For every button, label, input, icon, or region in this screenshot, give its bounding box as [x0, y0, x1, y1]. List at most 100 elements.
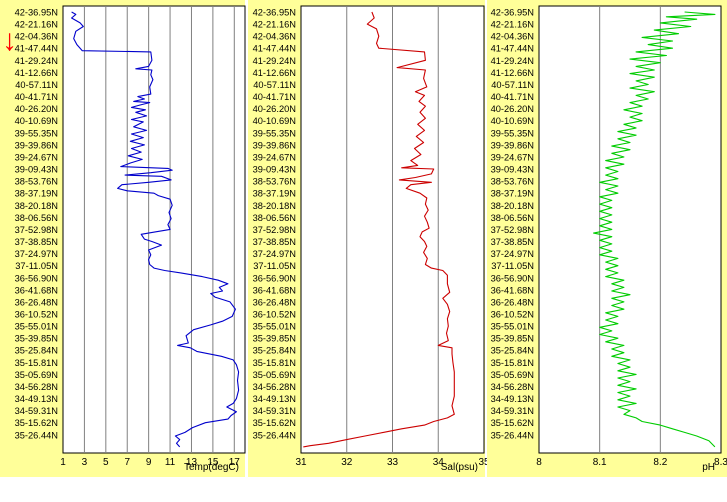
ph-y-tick-label: 39-24.67N: [491, 152, 534, 162]
ph-x-tick-label: 8: [536, 457, 542, 468]
salinity-y-tick-label: 38-06.56N: [253, 213, 296, 223]
temperature-y-tick-label: 37-24.97N: [15, 249, 58, 259]
salinity-y-tick-label: 42-21.16N: [253, 20, 296, 30]
temperature-x-tick-label: 3: [82, 457, 88, 468]
salinity-y-tick-label: 41-47.44N: [253, 44, 296, 54]
temperature-y-tick-label: 40-57.11N: [15, 80, 58, 90]
ph-y-tick-label: 35-05.69N: [491, 370, 534, 380]
ph-y-tick-label: 36-41.68N: [491, 285, 534, 295]
ph-y-tick-label: 36-26.48N: [491, 297, 534, 307]
ph-y-tick-label: 42-21.16N: [491, 20, 534, 30]
temperature-y-tick-label: 40-10.69N: [15, 116, 58, 126]
ph-y-tick-label: 41-12.66N: [491, 68, 534, 78]
ph-y-tick-label: 40-26.20N: [491, 104, 534, 114]
ph-y-tick-label: 38-37.19N: [491, 189, 534, 199]
temperature-y-tick-label: 39-24.67N: [15, 152, 58, 162]
temperature-y-tick-label: 35-55.01N: [15, 322, 58, 332]
ph-y-tick-label: 36-56.90N: [491, 273, 534, 283]
temperature-y-tick-label: 34-49.13N: [15, 394, 58, 404]
salinity-y-tick-label: 34-49.13N: [253, 394, 296, 404]
temperature-y-tick-label: 38-53.76N: [15, 177, 58, 187]
temperature-y-tick-label: 35-25.84N: [15, 346, 58, 356]
salinity-y-tick-label: 40-26.20N: [253, 104, 296, 114]
temperature-y-tick-label: 39-09.43N: [15, 165, 58, 175]
temperature-x-axis-label: Temp(degC): [184, 462, 239, 473]
temperature-x-tick-label: 5: [103, 457, 109, 468]
ph-y-tick-label: 36-10.52N: [491, 310, 534, 320]
temperature-y-tick-label: 37-38.85N: [15, 237, 58, 247]
temperature-y-tick-label: 38-06.56N: [15, 213, 58, 223]
ph-y-tick-label: 34-49.13N: [491, 394, 534, 404]
ph-x-tick-label: 8.3: [714, 457, 727, 468]
salinity-y-tick-label: 37-24.97N: [253, 249, 296, 259]
ph-y-tick-label: 34-59.31N: [491, 406, 534, 416]
salinity-y-tick-label: 38-37.19N: [253, 189, 296, 199]
ph-series-line: [593, 11, 716, 448]
salinity-y-tick-label: 39-39.86N: [253, 140, 296, 150]
temperature-y-tick-label: 42-36.95N: [15, 8, 58, 18]
salinity-y-tick-label: 38-53.76N: [253, 177, 296, 187]
temperature-y-tick-label: 36-41.68N: [15, 285, 58, 295]
salinity-x-tick-label: 32: [341, 457, 353, 468]
temperature-y-tick-label: 39-55.35N: [15, 128, 58, 138]
salinity-y-tick-label: 35-55.01N: [253, 322, 296, 332]
ph-y-tick-label: 41-47.44N: [491, 44, 534, 54]
temperature-y-tick-label: 35-05.69N: [15, 370, 58, 380]
ph-y-tick-label: 39-55.35N: [491, 128, 534, 138]
salinity-y-tick-label: 35-05.69N: [253, 370, 296, 380]
temperature-y-tick-label: 40-41.71N: [15, 92, 58, 102]
temperature-y-tick-label: 41-29.24N: [15, 56, 58, 66]
salinity-y-tick-label: 40-10.69N: [253, 116, 296, 126]
ph-x-tick-label: 8.2: [653, 457, 667, 468]
temperature-y-tick-label: 36-10.52N: [15, 310, 58, 320]
salinity-x-tick-label: 33: [387, 457, 399, 468]
salinity-y-tick-label: 37-38.85N: [253, 237, 296, 247]
salinity-y-tick-label: 35-15.62N: [253, 418, 296, 428]
ph-y-tick-label: 37-24.97N: [491, 249, 534, 259]
ph-y-tick-label: 40-10.69N: [491, 116, 534, 126]
salinity-y-tick-label: 36-41.68N: [253, 285, 296, 295]
temperature-series-line: [71, 11, 240, 448]
ph-y-tick-label: 42-36.95N: [491, 8, 534, 18]
salinity-y-tick-label: 36-26.48N: [253, 297, 296, 307]
ph-y-tick-label: 38-53.76N: [491, 177, 534, 187]
temperature-y-tick-label: 37-52.98N: [15, 225, 58, 235]
temperature-y-tick-label: 38-37.19N: [15, 189, 58, 199]
ph-y-tick-label: 38-06.56N: [491, 213, 534, 223]
temperature-y-tick-label: 40-26.20N: [15, 104, 58, 114]
temperature-y-tick-label: 35-39.85N: [15, 334, 58, 344]
temperature-x-tick-label: 17: [229, 457, 241, 468]
salinity-y-tick-label: 39-55.35N: [253, 128, 296, 138]
temperature-y-tick-label: 36-26.48N: [15, 297, 58, 307]
ph-y-tick-label: 39-39.86N: [491, 140, 534, 150]
ph-y-tick-label: 35-25.84N: [491, 346, 534, 356]
salinity-y-tick-label: 35-39.85N: [253, 334, 296, 344]
temperature-y-tick-label: 37-11.05N: [15, 261, 58, 271]
ph-y-tick-label: 37-11.05N: [491, 261, 534, 271]
ph-y-tick-label: 35-15.81N: [491, 358, 534, 368]
salinity-y-tick-label: 34-59.31N: [253, 406, 296, 416]
salinity-y-tick-label: 42-04.36N: [253, 32, 296, 42]
salinity-y-tick-label: 35-25.84N: [253, 346, 296, 356]
ph-y-tick-label: 39-09.43N: [491, 165, 534, 175]
salinity-x-tick-label: 31: [295, 457, 307, 468]
salinity-y-tick-label: 40-41.71N: [253, 92, 296, 102]
salinity-y-tick-label: 37-52.98N: [253, 225, 296, 235]
temperature-y-tick-label: 38-20.18N: [15, 201, 58, 211]
ph-y-tick-label: 34-56.28N: [491, 382, 534, 392]
ph-y-tick-label: 35-26.44N: [491, 430, 534, 440]
salinity-y-tick-label: 40-57.11N: [253, 80, 296, 90]
temperature-x-tick-label: 1: [60, 457, 66, 468]
temperature-y-tick-label: 34-56.28N: [15, 382, 58, 392]
salinity-y-tick-label: 38-20.18N: [253, 201, 296, 211]
temperature-panel: 1 3 5 7 9 11 13 15 17Temp(degC)42-36.95N42-21.16…: [0, 0, 246, 477]
salinity-y-tick-label: 39-24.67N: [253, 152, 296, 162]
salinity-y-tick-label: 39-09.43N: [253, 165, 296, 175]
salinity-x-axis-label: Sal(psu): [441, 462, 478, 473]
temperature-y-tick-label: 41-47.44N: [15, 44, 58, 54]
salinity-y-tick-label: 36-10.52N: [253, 310, 296, 320]
salinity-y-tick-label: 41-12.66N: [253, 68, 296, 78]
